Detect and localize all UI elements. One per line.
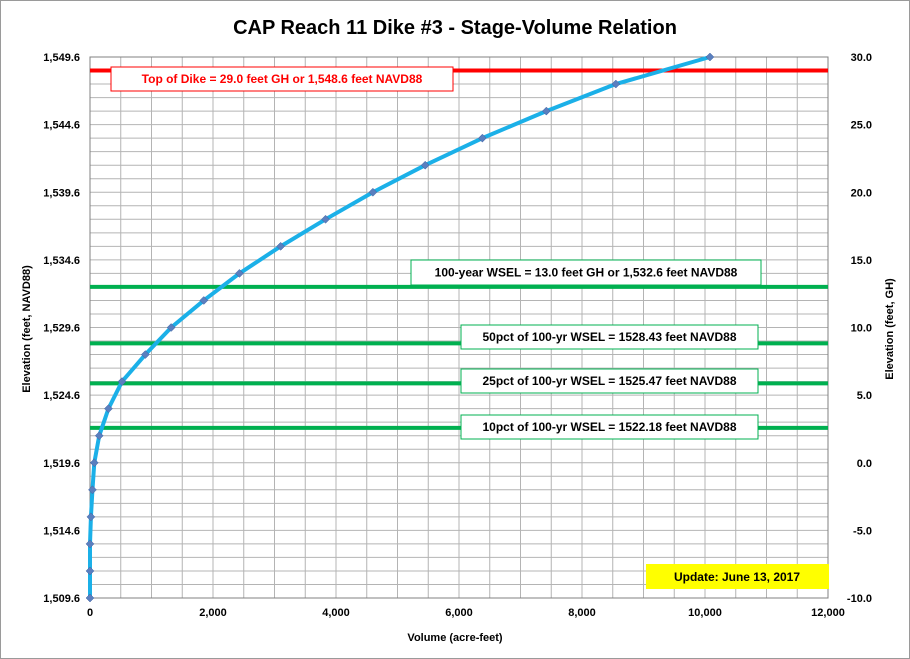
left-tick-label: 1,549.6	[43, 52, 80, 64]
reference-label-box	[460, 368, 759, 394]
right-axis-label: Elevation (feet, GH)	[884, 278, 896, 380]
data-point	[89, 458, 99, 468]
annotations: Update: June 13, 2017	[646, 564, 829, 589]
reference-labels: Top of Dike = 29.0 feet GH or 1,548.6 fe…	[110, 66, 762, 440]
x-axis-ticks: 0 2,000 4,000 6,000 8,000 10,000 12,000	[87, 607, 845, 619]
x-tick-label: 12,000	[811, 607, 845, 619]
reference-label-box	[110, 66, 454, 92]
reference-label-box	[460, 414, 759, 440]
data-point	[94, 431, 104, 441]
left-tick-label: 1,509.6	[43, 593, 80, 605]
reference-label: 25pct of 100-yr WSEL = 1525.47 feet NAVD…	[482, 374, 736, 388]
reference-label-box	[460, 324, 759, 350]
data-point	[85, 566, 95, 576]
plot-area	[89, 56, 829, 599]
stage-volume-series	[85, 52, 715, 603]
right-tick-label: 0.0	[857, 458, 872, 470]
left-tick-label: 1,519.6	[43, 458, 80, 470]
right-tick-label: 30.0	[851, 52, 872, 64]
data-point	[199, 296, 209, 305]
x-tick-label: 2,000	[199, 607, 227, 619]
x-tick-label: 6,000	[445, 607, 473, 619]
x-tick-label: 10,000	[688, 607, 722, 619]
data-point	[478, 133, 487, 143]
reference-label: 10pct of 100-yr WSEL = 1522.18 feet NAVD…	[482, 420, 736, 434]
data-point	[368, 187, 378, 197]
right-tick-label: 25.0	[851, 120, 872, 132]
update-badge	[646, 564, 829, 589]
data-point	[140, 350, 150, 359]
chart-title: CAP Reach 11 Dike #3 - Stage-Volume Rela…	[233, 17, 677, 39]
x-tick-label: 8,000	[568, 607, 596, 619]
x-axis-label: Volume (acre-feet)	[407, 632, 502, 644]
left-tick-label: 1,544.6	[43, 120, 80, 132]
right-tick-label: 20.0	[851, 187, 872, 199]
right-axis-ticks: -10.0 -5.0 0.0 5.0 10.0 15.0 20.0 25.0 30.0	[847, 52, 872, 605]
right-tick-label: -5.0	[853, 525, 872, 537]
data-point	[420, 160, 430, 170]
data-point	[88, 485, 97, 495]
data-point	[705, 52, 715, 62]
left-axis-ticks: 1,509.6 1,514.6 1,519.6 1,524.6 1,529.6 1,534…	[43, 52, 80, 605]
right-tick-label: -10.0	[847, 593, 872, 605]
left-tick-label: 1,514.6	[43, 525, 80, 537]
data-point	[321, 214, 330, 224]
data-point	[85, 593, 95, 603]
reference-label: 100-year WSEL = 13.0 feet GH or 1,532.6 …	[435, 266, 738, 280]
reference-label: 50pct of 100-yr WSEL = 1528.43 feet NAVD…	[482, 330, 736, 344]
right-tick-label: 15.0	[851, 255, 872, 267]
left-tick-label: 1,524.6	[43, 390, 80, 402]
x-tick-label: 0	[87, 607, 93, 619]
data-point	[611, 79, 621, 89]
right-tick-label: 10.0	[851, 323, 872, 335]
reference-label-box	[410, 259, 762, 286]
reference-label: Top of Dike = 29.0 feet GH or 1,548.6 fe…	[142, 72, 423, 86]
left-axis-label: Elevation (feet, NAVD88)	[21, 265, 33, 393]
left-tick-label: 1,534.6	[43, 255, 80, 267]
data-point	[104, 404, 113, 414]
data-point	[86, 512, 96, 522]
data-point	[117, 377, 127, 386]
data-point	[166, 323, 176, 332]
data-point	[85, 539, 95, 549]
data-point	[276, 241, 286, 251]
left-tick-label: 1,539.6	[43, 187, 80, 199]
data-point	[235, 269, 244, 278]
update-text: Update: June 13, 2017	[674, 570, 800, 584]
left-tick-label: 1,529.6	[43, 323, 80, 335]
data-point	[541, 106, 551, 116]
right-tick-label: 5.0	[857, 390, 872, 402]
x-tick-label: 4,000	[322, 607, 350, 619]
